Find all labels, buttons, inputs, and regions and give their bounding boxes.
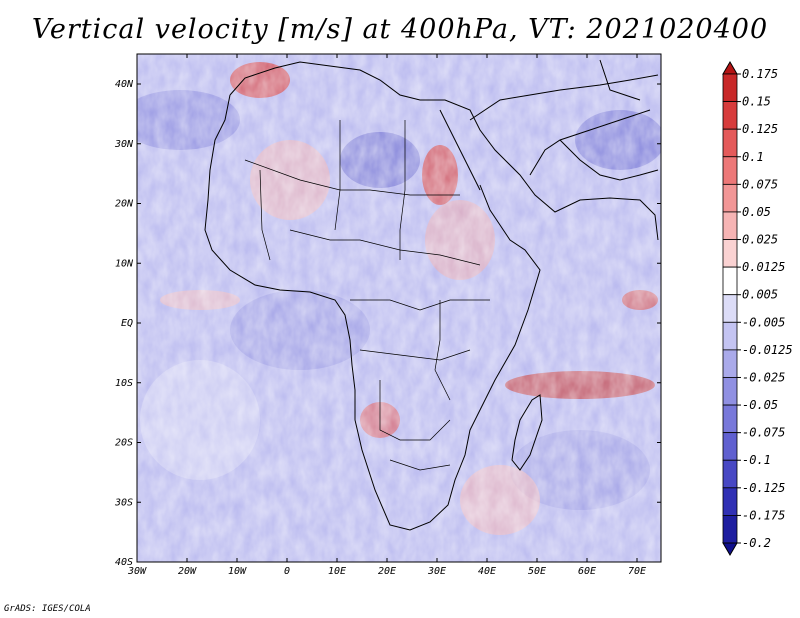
colorbar-label: -0.2 xyxy=(742,536,771,550)
colorbar-swatch xyxy=(722,404,738,434)
colorbar-label: 0.1 xyxy=(742,150,764,164)
colorbar-label: -0.0125 xyxy=(742,343,793,357)
country-borders xyxy=(244,120,490,471)
colorbar-swatch xyxy=(722,156,738,185)
lon-label: 30W xyxy=(127,566,147,577)
colorbar-bottom-arrow xyxy=(722,542,738,556)
lon-label: 20E xyxy=(378,566,396,577)
colorbar-swatch xyxy=(722,101,738,130)
lat-label: 40S xyxy=(115,557,133,568)
colorbar-swatch xyxy=(722,432,738,461)
chart-title: Vertical velocity [m/s] at 400hPa, VT: 2… xyxy=(31,14,769,45)
colorbar-label: -0.1 xyxy=(742,453,771,467)
colorbar-label: -0.125 xyxy=(742,481,785,495)
lon-label: 70E xyxy=(628,566,646,577)
lon-label: 20W xyxy=(178,566,197,577)
colorbar-label: 0.125 xyxy=(742,122,778,136)
longitude-labels: 30W 20W 10W 0 10E 20E 30E 40E 50E 60E 70E xyxy=(127,566,646,577)
velocity-field xyxy=(137,54,661,562)
colorbar-swatch xyxy=(722,239,738,268)
colorbar-label: 0.175 xyxy=(742,67,778,81)
latitude-labels: 40N 30N 20N 10N EQ 10S 20S 30S 40S xyxy=(114,79,134,568)
map-frame xyxy=(136,53,662,563)
colorbar-swatch xyxy=(722,73,738,102)
colorbar-label: 0.05 xyxy=(742,205,771,219)
colorbar-label: -0.005 xyxy=(742,315,785,329)
colorbar-swatch xyxy=(722,321,738,351)
colorbar-label: -0.175 xyxy=(742,508,785,522)
lon-label: 50E xyxy=(528,566,546,577)
colorbar-swatch xyxy=(722,459,738,489)
lon-label: 10W xyxy=(228,566,247,577)
lat-label: 10S xyxy=(115,378,133,389)
lat-label: EQ xyxy=(121,318,133,329)
lat-label: 10N xyxy=(115,258,134,269)
lon-label: 0 xyxy=(284,566,290,577)
colorbar-label: 0.025 xyxy=(742,233,778,247)
colorbar-label: 0.075 xyxy=(742,177,778,191)
lat-label: 40N xyxy=(115,79,134,90)
coastlines xyxy=(204,59,659,531)
lat-label: 20S xyxy=(115,438,133,449)
colorbar-label: -0.025 xyxy=(742,370,785,384)
lat-label: 30N xyxy=(114,139,134,150)
lat-label: 30S xyxy=(114,497,133,508)
colorbar-label: 0.15 xyxy=(742,95,771,109)
axis-ticks xyxy=(136,54,661,563)
colorbar-swatch xyxy=(722,487,738,516)
credit-text: GrADS: IGES/COLA xyxy=(4,604,91,614)
colorbar-swatch xyxy=(722,515,738,544)
colorbar-swatch xyxy=(722,377,738,406)
colorbar-label: -0.05 xyxy=(742,398,778,412)
colorbar-swatch xyxy=(722,128,738,158)
lat-label: 20N xyxy=(115,199,134,210)
lon-label: 60E xyxy=(578,566,596,577)
colorbar: 0.175 0.15 0.125 0.1 0.075 0.05 0.025 0.0125 0.0… xyxy=(722,61,793,556)
colorbar-swatch xyxy=(722,294,738,323)
colorbar-label: -0.075 xyxy=(742,426,785,440)
lon-label: 30E xyxy=(427,566,446,577)
colorbar-swatch xyxy=(722,349,738,378)
colorbar-label: 0.005 xyxy=(742,288,778,302)
colorbar-swatch xyxy=(722,266,738,296)
colorbar-swatch xyxy=(722,183,738,213)
colorbar-label: 0.0125 xyxy=(742,260,785,274)
colorbar-swatch xyxy=(722,211,738,240)
colorbar-top-arrow xyxy=(722,61,738,75)
lon-label: 10E xyxy=(328,566,346,577)
lon-label: 40E xyxy=(478,566,496,577)
